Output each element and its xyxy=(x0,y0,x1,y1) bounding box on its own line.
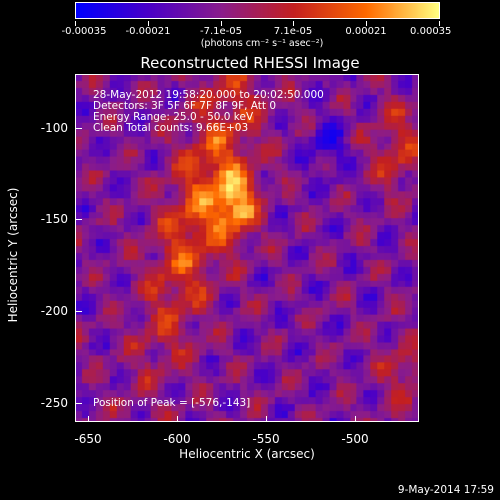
info-energy-range: Energy Range: 25.0 - 50.0 keV xyxy=(93,111,254,123)
x-tick xyxy=(177,416,178,422)
x-tick xyxy=(88,416,89,422)
plot-title: Reconstructed RHESSI Image xyxy=(140,54,360,72)
colorbar-tick xyxy=(75,21,76,26)
y-tick xyxy=(76,128,82,129)
x-tick-label: -600 xyxy=(163,432,191,446)
reconstructed-image xyxy=(76,75,418,421)
colorbar-tick xyxy=(293,21,294,26)
y-tick xyxy=(76,403,82,404)
colorbar-tick-label: -7.1e-05 xyxy=(200,26,242,37)
x-tick xyxy=(355,416,356,422)
y-tick xyxy=(76,219,82,220)
image-plot xyxy=(75,74,419,422)
y-tick-label: -150 xyxy=(40,212,68,226)
colorbar-tick-label: 0.00035 xyxy=(410,26,452,37)
y-tick-label: -200 xyxy=(40,304,68,318)
colorbar-tick-label: -0.00035 xyxy=(61,26,107,37)
colorbar-tick xyxy=(439,21,440,26)
x-tick xyxy=(266,416,267,422)
colorbar-units: (photons cm⁻² s⁻¹ asec⁻²) xyxy=(200,38,324,49)
colorbar-tick xyxy=(366,21,367,26)
info-time-range: 28-May-2012 19:58:20.000 to 20:02:50.000 xyxy=(93,89,324,101)
info-detectors: Detectors: 3F 5F 6F 7F 8F 9F, Att 0 xyxy=(93,100,277,112)
y-axis-title: Heliocentric Y (arcsec) xyxy=(6,187,20,323)
colorbar-tick xyxy=(148,21,149,26)
info-total-counts: Clean Total counts: 9.66E+03 xyxy=(93,122,249,134)
y-tick-label: -100 xyxy=(40,121,68,135)
colorbar-tick xyxy=(221,21,222,26)
x-tick-label: -500 xyxy=(341,432,369,446)
colorbar-tick-label: 7.1e-05 xyxy=(273,26,313,37)
footer-timestamp: 9-May-2014 17:59 xyxy=(397,484,494,496)
colorbar-tick-label: 0.00021 xyxy=(345,26,387,37)
x-tick-label: -550 xyxy=(252,432,280,446)
info-peak-position: Position of Peak = [-576,-143] xyxy=(93,397,251,409)
colorbar-gradient xyxy=(76,3,439,18)
colorbar xyxy=(75,2,440,19)
x-axis-title: Heliocentric X (arcsec) xyxy=(179,447,315,461)
y-tick xyxy=(76,311,82,312)
colorbar-tick-label: -0.00021 xyxy=(125,26,171,37)
y-tick-label: -250 xyxy=(40,396,68,410)
x-tick-label: -650 xyxy=(74,432,102,446)
